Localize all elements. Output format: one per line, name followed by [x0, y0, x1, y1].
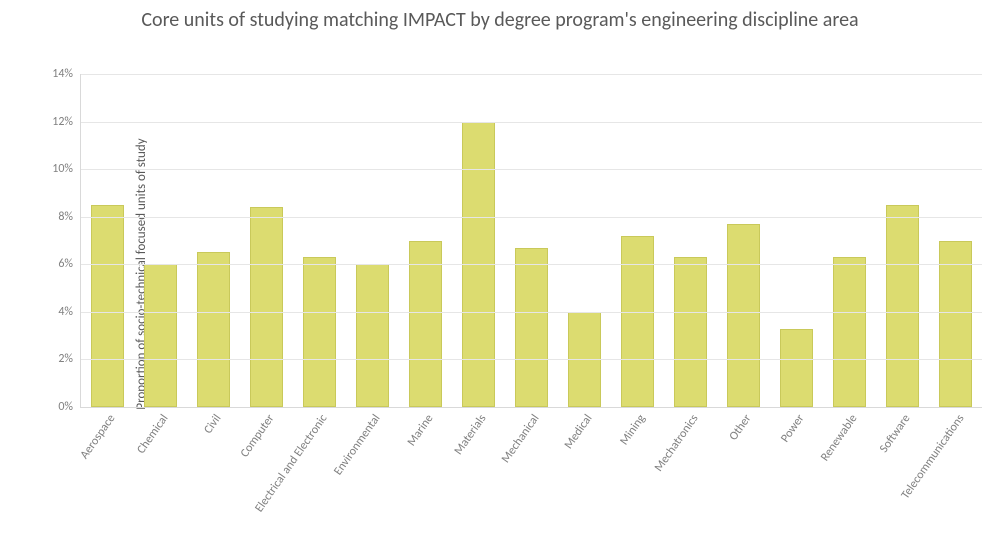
x-tick-label: Medical	[562, 412, 596, 452]
bar-slot	[929, 74, 982, 407]
y-tick-label: 0%	[58, 400, 81, 414]
plot-area: 0%2%4%6%8%10%12%14%	[80, 74, 982, 408]
bar	[356, 264, 389, 407]
x-tick-label: Civil	[201, 412, 224, 436]
bar-slot	[187, 74, 240, 407]
bar-slot	[717, 74, 770, 407]
x-tick-label: Other	[727, 412, 755, 443]
x-tick-label: Renewable	[819, 412, 861, 464]
bar-slot	[293, 74, 346, 407]
bar-slot	[505, 74, 558, 407]
bar-slot	[81, 74, 134, 407]
gridline	[81, 122, 982, 123]
gridline	[81, 217, 982, 218]
x-label-slot: Mechanical	[505, 408, 558, 548]
x-tick-label: Aerospace	[77, 412, 118, 462]
gridline	[81, 312, 982, 313]
x-label-slot: Medical	[558, 408, 611, 548]
y-tick-label: 14%	[52, 67, 81, 81]
y-tick-label: 4%	[58, 305, 81, 319]
x-label-slot: Marine	[398, 408, 451, 548]
bar-slot	[664, 74, 717, 407]
y-tick-label: 2%	[58, 352, 81, 366]
x-label-slot: Mechatronics	[664, 408, 717, 548]
bar-slot	[399, 74, 452, 407]
bar	[833, 257, 866, 407]
x-tick-label: Software	[878, 412, 914, 456]
bar-slot	[876, 74, 929, 407]
bar	[144, 264, 177, 407]
gridline	[81, 264, 982, 265]
bar	[727, 224, 760, 407]
x-label-slot: Civil	[186, 408, 239, 548]
x-tick-label: Mechanical	[499, 412, 543, 466]
x-tick-label: Mining	[618, 412, 649, 448]
bar	[197, 252, 230, 407]
x-tick-label: Chemical	[134, 412, 171, 456]
x-label-slot: Electrical and Electronic	[292, 408, 345, 548]
bar	[939, 241, 972, 408]
x-axis-labels: Aerospace Chemical Civil Computer Electrical…	[80, 408, 982, 548]
bar-slot	[346, 74, 399, 407]
bar-slot	[770, 74, 823, 407]
x-label-slot: Power	[770, 408, 823, 548]
chart-container: Core units of studying matching IMPACT b…	[0, 0, 1000, 548]
x-tick-label: Power	[779, 412, 808, 445]
y-tick-label: 6%	[58, 257, 81, 271]
bar-slot	[134, 74, 187, 407]
bar-slot	[823, 74, 876, 407]
bar	[886, 205, 919, 407]
bar	[250, 207, 283, 407]
bar-slot	[611, 74, 664, 407]
gridline	[81, 359, 982, 360]
bar	[409, 241, 442, 408]
x-label-slot: Other	[717, 408, 770, 548]
bar	[303, 257, 336, 407]
gridline	[81, 74, 982, 75]
bars-layer	[81, 74, 982, 407]
y-tick-label: 10%	[52, 162, 81, 176]
gridline	[81, 169, 982, 170]
bar	[515, 248, 548, 407]
x-label-slot: Chemical	[133, 408, 186, 548]
x-label-slot: Mining	[611, 408, 664, 548]
x-label-slot: Telecommunications	[929, 408, 982, 548]
x-label-slot: Aerospace	[80, 408, 133, 548]
x-label-slot: Renewable	[823, 408, 876, 548]
x-tick-label: Marine	[405, 412, 437, 449]
x-label-slot: Materials	[451, 408, 504, 548]
x-tick-label: Materials	[452, 412, 490, 458]
bar-slot	[558, 74, 611, 407]
bar	[621, 236, 654, 407]
y-tick-label: 8%	[58, 210, 81, 224]
x-label-slot: Environmental	[345, 408, 398, 548]
bar	[780, 329, 813, 407]
bar-slot	[452, 74, 505, 407]
bar	[674, 257, 707, 407]
x-tick-label: Computer	[238, 412, 278, 460]
y-tick-label: 12%	[52, 115, 81, 129]
bar-slot	[240, 74, 293, 407]
chart-title: Core units of studying matching IMPACT b…	[0, 8, 1000, 33]
bar	[91, 205, 124, 407]
